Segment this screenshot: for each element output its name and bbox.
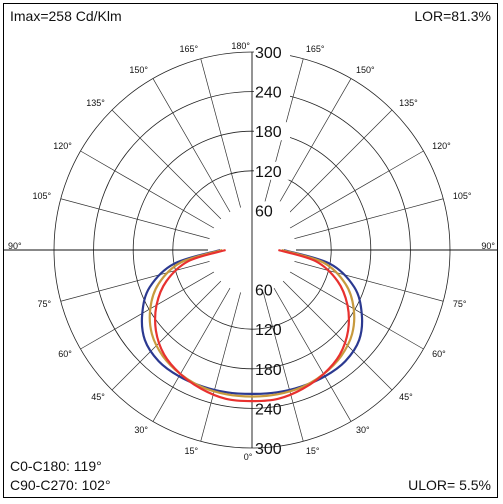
angle-label-right-45: 45° xyxy=(399,392,413,402)
radial-label-bg-up-240 xyxy=(254,82,290,101)
curve-series-2 xyxy=(154,248,350,403)
angle-label-right-150: 150° xyxy=(356,65,375,75)
angle-label-right-90: 90° xyxy=(481,241,495,251)
angle-label-left-105: 105° xyxy=(32,191,51,201)
radial-label-bg-up-300 xyxy=(254,43,290,61)
angle-label-left-0: 0° xyxy=(244,452,253,462)
curve-series-0 xyxy=(140,248,364,396)
c0-c180-label: C0-C180: 119° xyxy=(10,458,102,474)
angle-label-left-15: 15° xyxy=(185,446,199,456)
angle-label-right-30: 30° xyxy=(356,425,370,435)
radial-label-bg-up-180 xyxy=(254,122,290,141)
labels: 60601201201801802402403003000°15°30°45°6… xyxy=(8,41,495,462)
angle-label-left-120: 120° xyxy=(53,141,72,151)
lor-label: LOR=81.3% xyxy=(414,8,491,24)
radial-label-bg-up-120 xyxy=(254,161,290,180)
angle-label-right-165: 165° xyxy=(306,44,325,54)
angle-label-left-150: 150° xyxy=(129,65,148,75)
angle-label-right-15: 15° xyxy=(306,446,320,456)
polar-grid xyxy=(4,51,498,449)
angle-label-right-135: 135° xyxy=(399,98,418,108)
ulor-label: ULOR= 5.5% xyxy=(408,477,491,493)
radial-label-down-300: 300 xyxy=(255,441,282,458)
angle-label-left-30: 30° xyxy=(134,425,148,435)
angle-label-left-45: 45° xyxy=(91,392,105,402)
angle-label-left-90: 90° xyxy=(8,241,22,251)
radial-label-up-120: 120 xyxy=(255,164,282,181)
radial-label-down-120: 120 xyxy=(255,322,282,339)
angle-label-left-165: 165° xyxy=(180,44,199,54)
radial-label-down-240: 240 xyxy=(255,401,282,418)
angle-label-right-75: 75° xyxy=(453,299,467,309)
imax-label: Imax=258 Cd/Klm xyxy=(10,8,122,24)
radial-label-up-240: 240 xyxy=(255,85,282,102)
angle-label-left-135: 135° xyxy=(86,98,105,108)
c90-c270-label: C90-C270: 102° xyxy=(10,477,111,493)
radial-label-down-180: 180 xyxy=(255,362,282,379)
curve-series-1 xyxy=(148,248,356,398)
angle-label-left-180: 180° xyxy=(231,41,250,51)
angle-label-right-60: 60° xyxy=(432,349,446,359)
curves xyxy=(140,248,364,403)
angle-label-left-75: 75° xyxy=(37,299,51,309)
radial-label-up-300: 300 xyxy=(255,45,282,62)
angle-label-right-105: 105° xyxy=(453,191,472,201)
angle-label-left-60: 60° xyxy=(58,349,72,359)
radial-label-up-180: 180 xyxy=(255,124,282,141)
angle-label-right-120: 120° xyxy=(432,141,451,151)
radial-label-up-60: 60 xyxy=(255,203,273,220)
radial-label-bg-up-60 xyxy=(254,201,290,220)
radial-label-down-60: 60 xyxy=(255,283,273,300)
